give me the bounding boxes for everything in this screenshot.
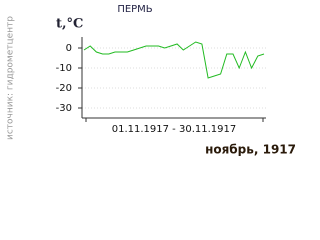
y-tick-label: -20 xyxy=(56,83,72,94)
y-tick-label: 0 xyxy=(66,43,72,54)
x-axis-label: 01.11.1917 - 30.11.1917 xyxy=(112,124,236,135)
temperature-line xyxy=(83,41,265,79)
caption: ноябрь, 1917 xyxy=(205,143,296,157)
y-tick-label: -30 xyxy=(56,103,72,114)
source-label: источник: гидрометцентр xyxy=(6,16,16,140)
plot-area xyxy=(82,37,266,118)
chart: ПЕРМЬ t,°C источник: гидрометцентр 01.11… xyxy=(6,4,297,157)
y-axis-label: t,°C xyxy=(56,17,83,32)
chart-title: ПЕРМЬ xyxy=(117,4,152,15)
y-tick-label: -10 xyxy=(56,63,72,74)
